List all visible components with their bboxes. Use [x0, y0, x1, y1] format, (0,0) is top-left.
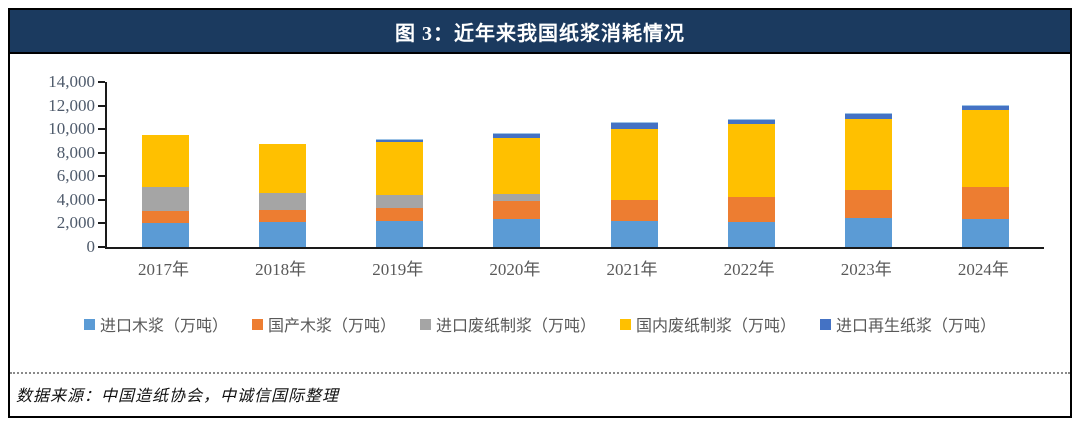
bar-segment [259, 192, 307, 210]
chart-legend: 进口木浆（万吨） 国产木浆（万吨） 进口废纸制浆（万吨） 国内废纸制浆（万吨） 进口再生… [10, 312, 1070, 336]
y-tick-label: 0 [86, 237, 96, 256]
footer-separator [10, 372, 1070, 374]
bar-2019年 [376, 140, 424, 247]
legend-label: 进口废纸制浆（万吨） [435, 318, 596, 335]
bar-segment [493, 133, 541, 139]
bar-segment [610, 128, 658, 200]
bar-segment [376, 221, 424, 247]
bar-segment [493, 201, 541, 219]
bar-segment [259, 222, 307, 247]
bar-segment [610, 199, 658, 222]
bar-segment [961, 110, 1009, 187]
bar-segment [727, 222, 775, 247]
bar-segment [961, 186, 1009, 219]
chart-panel: 0 2,000 4,000 6,000 8,000 10,000 12,000 14,000 … [8, 52, 1072, 418]
bar-segment [376, 140, 424, 143]
bar-segment [610, 221, 658, 247]
legend-item: 国内废纸制浆（万吨） [620, 312, 796, 336]
bar-segment [961, 218, 1009, 247]
bar-segment [376, 194, 424, 208]
bar-segment [727, 124, 775, 197]
bar-segment [142, 223, 190, 247]
y-tick-label: 10,000 [48, 119, 95, 139]
y-tick-mark [98, 81, 105, 83]
bar-2018年 [259, 143, 307, 247]
bar-segment [493, 218, 541, 247]
bar-segment [259, 209, 307, 223]
bar-segment [727, 120, 775, 125]
legend-item: 进口废纸制浆（万吨） [419, 312, 596, 336]
legend-label: 国内废纸制浆（万吨） [636, 318, 797, 335]
plot-area: 0 2,000 4,000 6,000 8,000 10,000 12,000 14,000 [48, 73, 1044, 255]
y-tick-mark [98, 104, 105, 107]
x-axis-label: 2024年 [957, 260, 1009, 279]
y-tick-mark [98, 222, 105, 225]
y-tick-mark [98, 198, 105, 201]
bar-segment [142, 135, 190, 187]
figure-title-bar: 图 3：近年来我国纸浆消耗情况 [8, 8, 1072, 54]
bar-2022年 [727, 120, 775, 247]
y-tick-mark [98, 128, 105, 131]
bar-segment [142, 211, 190, 224]
bar-segment [142, 186, 190, 212]
legend-label: 国产木浆（万吨） [267, 318, 396, 335]
x-axis-label: 2023年 [840, 260, 892, 279]
bar-segment [844, 113, 892, 120]
bar-2024年 [961, 106, 1009, 247]
legend-item: 进口再生纸浆（万吨） [820, 312, 996, 336]
y-tick-mark [98, 175, 105, 178]
bar-segment [844, 190, 892, 218]
legend-item: 进口木浆（万吨） [83, 312, 228, 336]
bar-segment [376, 207, 424, 222]
bar-segment [727, 196, 775, 223]
data-source-note: 数据来源：中国造纸协会，中诚信国际整理 [16, 388, 340, 405]
x-axis-label: 2017年 [138, 260, 189, 279]
bar-segment [493, 193, 541, 202]
x-axis-label: 2021年 [606, 260, 658, 279]
y-tick-label: 6,000 [56, 166, 95, 186]
bar-segment [259, 143, 307, 193]
x-axis-label: 2018年 [255, 260, 307, 279]
legend-label: 进口木浆（万吨） [99, 318, 228, 335]
y-tick-label: 2,000 [56, 213, 95, 233]
y-tick-mark [98, 246, 105, 248]
bar-segment [844, 119, 892, 191]
bar-2021年 [610, 123, 658, 247]
bar-segment [493, 138, 541, 194]
y-tick-label: 14,000 [48, 72, 95, 91]
x-axis-label: 2019年 [372, 260, 424, 279]
x-axis-label: 2020年 [489, 260, 541, 279]
figure-title: 图 3：近年来我国纸浆消耗情况 [395, 22, 685, 45]
legend-swatch-icon [251, 318, 263, 330]
legend-swatch-icon [83, 318, 95, 330]
bar-segment [376, 142, 424, 195]
y-tick-label: 4,000 [56, 189, 95, 209]
x-axis-label: 2022年 [723, 260, 775, 279]
legend-label: 进口再生纸浆（万吨） [836, 318, 997, 335]
bar-2020年 [493, 133, 541, 247]
y-tick-label: 12,000 [48, 95, 95, 115]
bar-segment [961, 106, 1009, 111]
y-tick-mark [98, 151, 105, 154]
bar-segment [610, 123, 658, 129]
legend-swatch-icon [620, 318, 631, 330]
bar-2017年 [142, 135, 190, 247]
y-tick-label: 8,000 [56, 142, 95, 162]
bar-segment [844, 217, 892, 247]
legend-item: 国产木浆（万吨） [251, 312, 396, 336]
legend-swatch-icon [419, 318, 431, 330]
legend-swatch-icon [820, 318, 832, 330]
bar-2023年 [844, 113, 892, 247]
